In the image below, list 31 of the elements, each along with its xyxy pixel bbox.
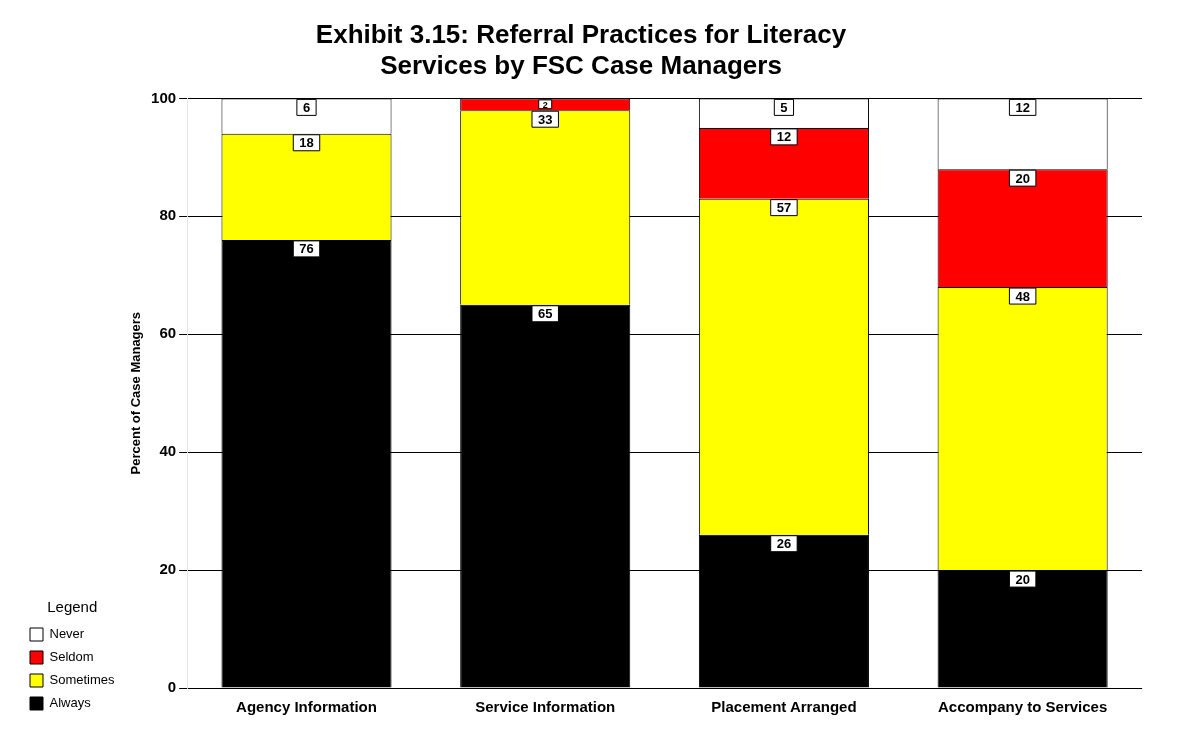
x-tick-label: Service Information bbox=[475, 698, 616, 716]
y-tick-label: 60 bbox=[159, 324, 177, 342]
data-label: 2 bbox=[542, 99, 548, 110]
x-tick-label: Accompany to Services bbox=[938, 698, 1108, 716]
data-label: 65 bbox=[537, 306, 553, 322]
legend-label: Never bbox=[49, 626, 85, 642]
data-label: 18 bbox=[299, 135, 314, 151]
x-tick-label: Agency Information bbox=[236, 698, 377, 716]
data-label: 20 bbox=[1015, 170, 1030, 186]
y-tick-label: 80 bbox=[159, 206, 177, 224]
y-tick-label: 20 bbox=[159, 560, 177, 578]
data-label: 76 bbox=[299, 241, 314, 257]
data-label: 26 bbox=[776, 536, 792, 552]
data-label: 20 bbox=[1015, 571, 1030, 587]
y-tick-label: 100 bbox=[151, 88, 177, 106]
legend-label: Seldom bbox=[49, 649, 94, 665]
data-label: 33 bbox=[537, 111, 553, 127]
legend-label: Sometimes bbox=[49, 672, 116, 688]
chart-title: Exhibit 3.15: Referral Practices for Literacy Services by FSC Case Managers bbox=[315, 18, 847, 80]
data-label: 48 bbox=[1015, 288, 1030, 304]
data-label: 6 bbox=[302, 99, 311, 115]
y-tick-label: 0 bbox=[167, 678, 177, 696]
legend-label: Always bbox=[49, 695, 92, 711]
legend-title: Legend bbox=[47, 597, 98, 615]
data-label: 12 bbox=[776, 129, 792, 145]
data-label: 12 bbox=[1015, 99, 1030, 115]
y-axis-title: Percent of Case Managers bbox=[127, 311, 143, 475]
data-label: 57 bbox=[776, 200, 792, 216]
data-label: 5 bbox=[780, 99, 788, 115]
x-tick-label: Placement Arranged bbox=[711, 698, 857, 716]
y-tick-label: 40 bbox=[159, 442, 177, 460]
